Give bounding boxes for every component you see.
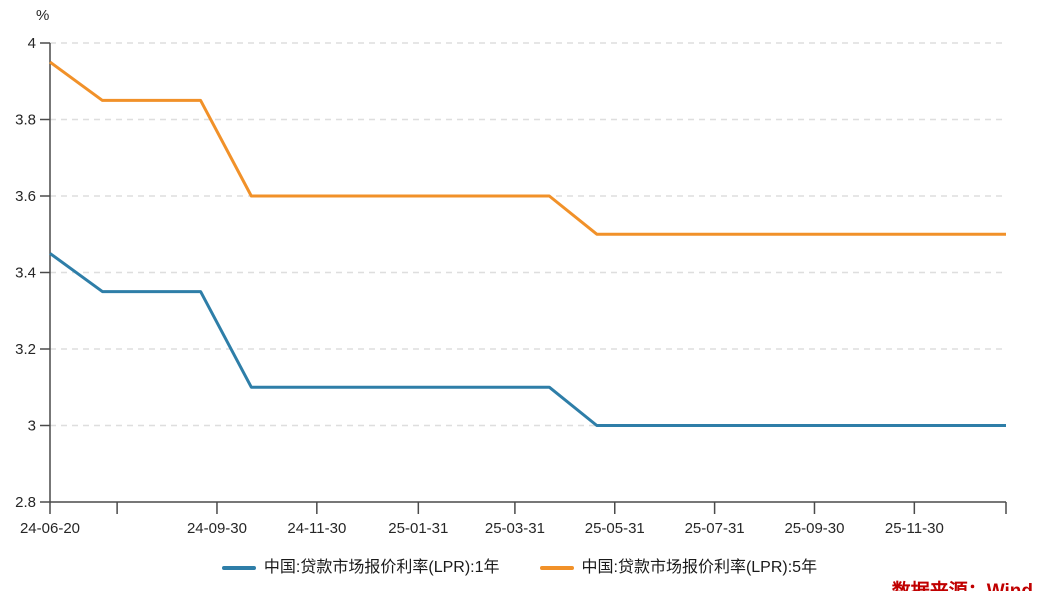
y-tick-label: 3 bbox=[28, 418, 36, 435]
legend-swatch-lpr-5y bbox=[539, 566, 574, 570]
x-tick-label: 25-05-31 bbox=[585, 520, 645, 537]
x-tick-label: 25-01-31 bbox=[388, 520, 448, 537]
data-source-note: 数据来源：Wind bbox=[892, 576, 1033, 591]
y-axis-unit-label: % bbox=[36, 7, 49, 24]
x-tick-label: 25-03-31 bbox=[485, 520, 545, 537]
x-tick-label: 25-11-30 bbox=[885, 520, 944, 537]
y-tick-label: 4 bbox=[28, 35, 36, 52]
x-tick-label: 25-07-31 bbox=[685, 520, 745, 537]
chart-plot-area: 4 3.8 3.6 3.4 3.2 3 2.8 24-06-20 24-09-30 24-11-3… bbox=[15, 7, 1007, 537]
x-tick-label: 24-06-20 bbox=[20, 520, 80, 537]
series-line-lpr-1y bbox=[49, 252, 1006, 427]
legend-label-lpr-5y: 中国:贷款市场报价利率(LPR):5年 bbox=[581, 559, 818, 576]
legend-item-lpr-5y[interactable]: 中国:贷款市场报价利率(LPR):5年 bbox=[539, 558, 818, 578]
y-tick-label: 3.6 bbox=[15, 188, 36, 205]
x-tick-label: 25-09-30 bbox=[784, 520, 844, 537]
legend-item-lpr-1y[interactable]: 中国:贷款市场报价利率(LPR):1年 bbox=[221, 558, 500, 578]
y-tick-label: 3.4 bbox=[15, 265, 36, 282]
y-tick-label: 2.8 bbox=[15, 494, 36, 511]
legend-label-lpr-1y: 中国:贷款市场报价利率(LPR):1年 bbox=[263, 559, 500, 576]
chart-legend: 中国:贷款市场报价利率(LPR):1年 中国:贷款市场报价利率(LPR):5年 bbox=[0, 558, 1039, 578]
x-tick-label: 24-11-30 bbox=[287, 520, 346, 537]
x-tick-label: 24-09-30 bbox=[187, 520, 247, 537]
series-line-lpr-5y bbox=[49, 60, 1006, 236]
y-tick-label: 3.8 bbox=[15, 112, 36, 129]
y-tick-label: 3.2 bbox=[15, 341, 36, 358]
legend-swatch-lpr-1y bbox=[221, 566, 256, 570]
